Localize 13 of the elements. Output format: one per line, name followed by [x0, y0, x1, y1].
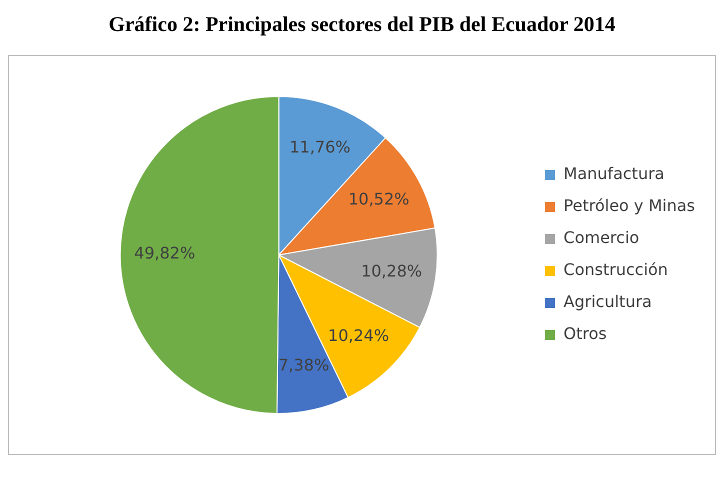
data-label: 11,76%	[289, 138, 350, 157]
legend-label: Petróleo y Minas	[564, 196, 696, 216]
legend-label: Otros	[564, 324, 607, 344]
chart-title: Gráfico 2: Principales sectores del PIB del Ecuador 2014	[108, 12, 616, 37]
legend-label: Agricultura	[564, 292, 652, 312]
data-label: 10,24%	[328, 326, 390, 345]
legend-label: Comercio	[564, 228, 640, 248]
data-label: 10,52%	[348, 189, 410, 208]
data-label: 10,28%	[361, 261, 422, 280]
data-label: 49,82%	[134, 244, 196, 263]
legend-label: Manufactura	[564, 164, 664, 184]
data-label: 7,38%	[278, 356, 330, 375]
legend-label: Construcción	[564, 260, 668, 280]
